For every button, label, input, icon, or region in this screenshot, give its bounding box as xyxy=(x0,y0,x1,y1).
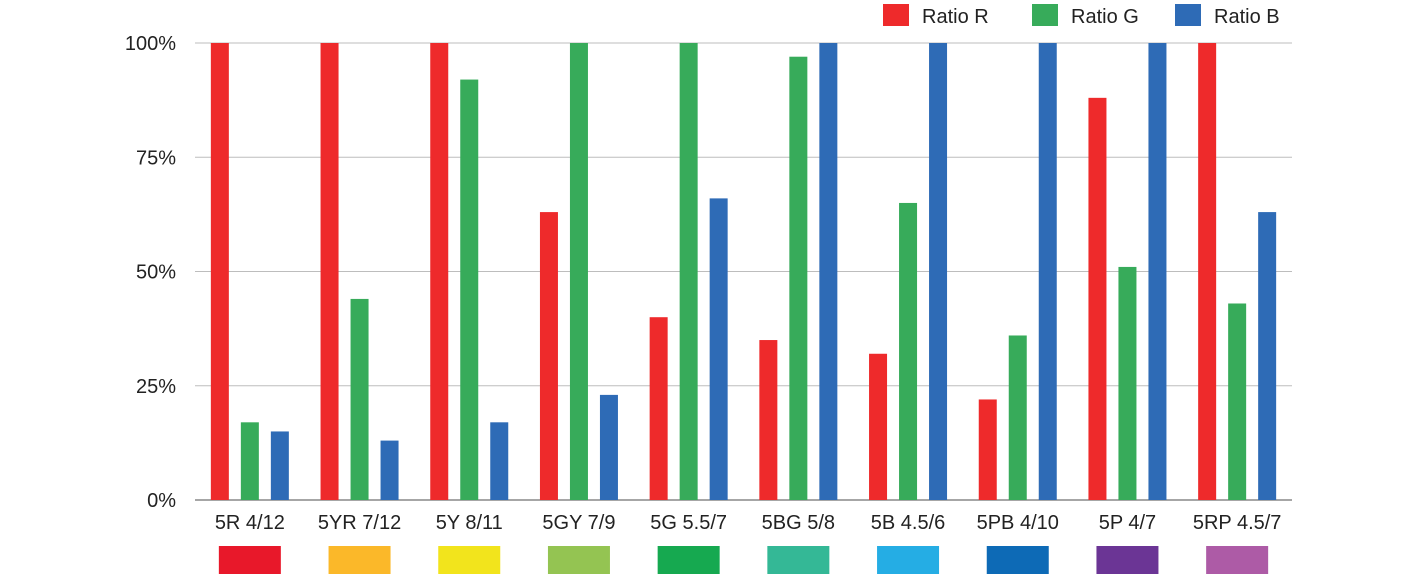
color-swatch xyxy=(767,546,830,574)
bar-ratio-b xyxy=(1038,43,1057,500)
bar-ratio-g xyxy=(1008,335,1027,500)
y-axis-ticks: 0% 25% 50% 75% 100% xyxy=(125,33,176,512)
bar-ratio-b xyxy=(599,394,618,500)
x-axis-labels: 5R 4/12 5YR 7/12 5Y 8/11 5GY 7/9 5G 5.5/7 5BG… xyxy=(215,512,1282,534)
bar-ratio-g xyxy=(899,202,918,500)
bar-ratio-b xyxy=(709,198,728,500)
x-tick-label: 5R 4/12 xyxy=(215,512,285,534)
x-tick-label: 5P 4/7 xyxy=(1099,512,1156,534)
bar-ratio-r xyxy=(210,43,229,500)
color-swatch xyxy=(1206,546,1269,574)
bar-ratio-r xyxy=(1088,97,1107,500)
color-swatch xyxy=(986,546,1049,574)
bar-ratio-g xyxy=(679,43,698,500)
bar-ratio-g xyxy=(460,79,479,500)
bar-ratio-b xyxy=(490,422,509,500)
bar-ratio-r xyxy=(320,43,339,500)
y-tick-label: 50% xyxy=(136,262,176,284)
color-swatch xyxy=(877,546,940,574)
color-swatch xyxy=(328,546,391,574)
bar-ratio-g xyxy=(240,422,259,500)
legend-label: Ratio G xyxy=(1071,6,1139,28)
bar-ratio-g xyxy=(350,298,369,500)
bar-ratio-b xyxy=(1148,43,1167,500)
bar-ratio-g xyxy=(789,56,808,501)
bar-ratio-b xyxy=(270,431,289,500)
bar-ratio-r xyxy=(978,399,997,500)
legend: Ratio R Ratio G Ratio B xyxy=(883,4,1280,28)
legend-swatch xyxy=(1032,4,1058,26)
bar-ratio-g xyxy=(569,43,588,500)
legend-label: Ratio R xyxy=(922,6,989,28)
x-tick-label: 5RP 4.5/7 xyxy=(1193,512,1282,534)
x-tick-label: 5GY 7/9 xyxy=(542,512,615,534)
bar-ratio-r xyxy=(539,212,558,500)
color-swatch xyxy=(218,546,281,574)
bars xyxy=(210,43,1277,501)
bar-ratio-b xyxy=(929,43,948,500)
x-tick-label: 5PB 4/10 xyxy=(977,512,1059,534)
color-swatch xyxy=(1096,546,1159,574)
bar-ratio-b xyxy=(819,43,838,500)
bar-ratio-b xyxy=(1258,212,1277,500)
color-swatch xyxy=(438,546,501,574)
bar-ratio-r xyxy=(430,43,449,500)
y-tick-label: 100% xyxy=(125,33,176,55)
gridlines xyxy=(195,42,1292,501)
x-tick-label: 5Y 8/11 xyxy=(436,512,503,534)
y-tick-label: 75% xyxy=(136,147,176,169)
y-tick-label: 25% xyxy=(136,376,176,398)
bar-ratio-g xyxy=(1228,303,1247,500)
legend-swatch xyxy=(1175,4,1201,26)
bar-ratio-r xyxy=(649,317,668,500)
x-tick-label: 5BG 5/8 xyxy=(762,512,835,534)
bar-ratio-b xyxy=(380,440,399,500)
bar-ratio-r xyxy=(1198,43,1217,500)
y-tick-label: 0% xyxy=(147,490,176,512)
bar-ratio-r xyxy=(869,353,888,500)
color-swatch xyxy=(547,546,610,574)
color-swatch xyxy=(657,546,720,574)
bar-ratio-r xyxy=(759,340,778,500)
x-tick-label: 5YR 7/12 xyxy=(318,512,401,534)
legend-swatch xyxy=(883,4,909,26)
x-tick-label: 5B 4.5/6 xyxy=(871,512,946,534)
color-swatches xyxy=(218,546,1269,574)
bar-ratio-g xyxy=(1118,266,1137,500)
x-tick-label: 5G 5.5/7 xyxy=(650,512,727,534)
legend-label: Ratio B xyxy=(1214,6,1280,28)
